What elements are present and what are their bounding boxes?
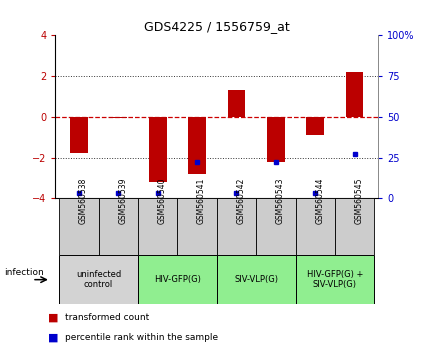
Text: SIV-VLP(G): SIV-VLP(G) [234,275,278,284]
Text: GSM560540: GSM560540 [158,177,167,224]
Text: GSM560539: GSM560539 [118,177,127,224]
Text: HIV-GFP(G) +
SIV-VLP(G): HIV-GFP(G) + SIV-VLP(G) [307,270,363,289]
Bar [138,198,177,255]
Text: transformed count: transformed count [65,313,149,322]
Text: GSM560545: GSM560545 [354,177,364,224]
Bar [227,90,245,117]
Bar [188,117,206,174]
Bar [217,255,295,304]
Bar [138,255,217,304]
Bar [59,198,99,255]
Text: GSM560544: GSM560544 [315,177,324,224]
Bar [346,72,363,117]
Bar [59,255,138,304]
Bar [267,117,285,161]
Text: HIV-GFP(G): HIV-GFP(G) [154,275,201,284]
Bar [177,198,217,255]
Bar [217,198,256,255]
Bar [109,117,127,118]
Title: GDS4225 / 1556759_at: GDS4225 / 1556759_at [144,20,289,33]
Text: GSM560543: GSM560543 [276,177,285,224]
Text: GSM560541: GSM560541 [197,177,206,224]
Text: infection: infection [4,268,44,277]
Text: uninfected
control: uninfected control [76,270,121,289]
Text: ■: ■ [48,312,58,322]
Bar [295,255,374,304]
Bar [306,117,324,135]
Bar [99,198,138,255]
Text: percentile rank within the sample: percentile rank within the sample [65,333,218,342]
Bar [256,198,295,255]
Bar [149,117,167,182]
Bar [295,198,335,255]
Text: ■: ■ [48,332,58,343]
Text: GSM560542: GSM560542 [236,177,246,224]
Bar [335,198,374,255]
Text: GSM560538: GSM560538 [79,177,88,224]
Bar [70,117,88,154]
